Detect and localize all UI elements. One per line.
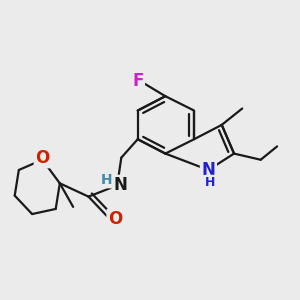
Text: O: O bbox=[108, 210, 122, 228]
Text: N: N bbox=[113, 176, 127, 194]
Text: H: H bbox=[205, 176, 216, 189]
Text: F: F bbox=[132, 72, 143, 90]
Text: O: O bbox=[35, 149, 50, 167]
Text: N: N bbox=[202, 161, 215, 179]
Text: H: H bbox=[101, 173, 113, 187]
